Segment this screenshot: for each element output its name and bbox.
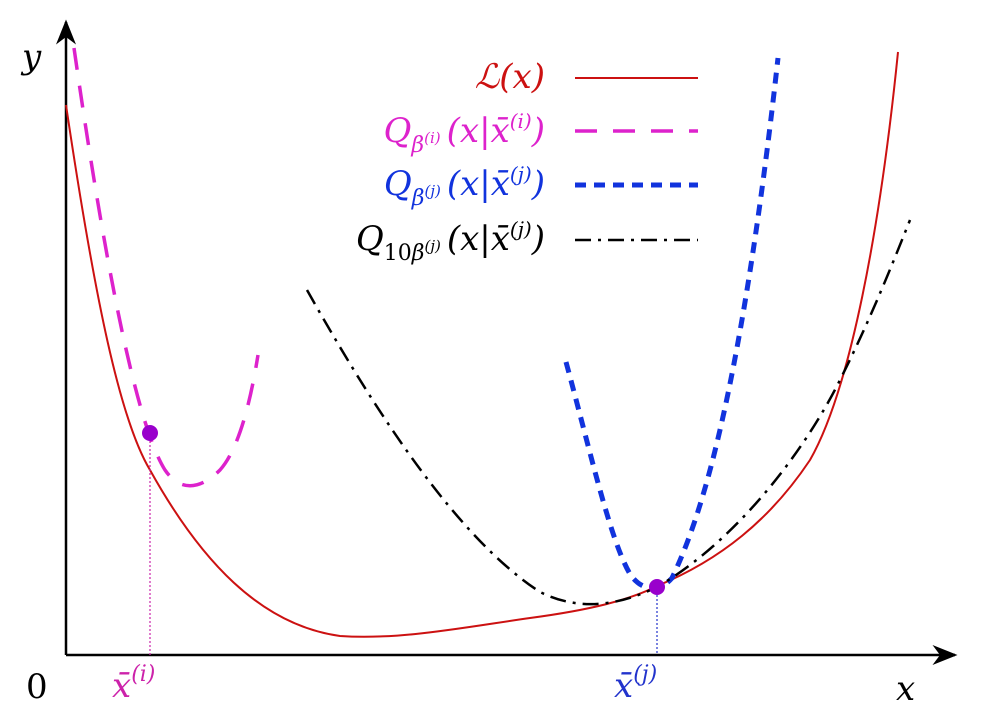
origin-label: 0 [26, 667, 48, 707]
x-axis-label: x [896, 669, 915, 708]
legend-label-loss: ℒ(x) [475, 57, 545, 97]
legend-label-q-beta-i: Qβ(i) (x|x̄(i)) [384, 109, 545, 158]
xj-point [649, 579, 665, 595]
xi-marker-label: x̄(i) [112, 662, 155, 706]
xi-point [142, 425, 158, 441]
legend: ℒ(x) Qβ(i) (x|x̄(i)) Qβ(j) (x|x̄(j)) Q10β(… [356, 57, 698, 266]
legend-label-q-10beta-j: Q10β(j) (x|x̄(j)) [356, 217, 545, 266]
xj-marker-label: x̄(j) [614, 662, 657, 706]
q-10beta-j-curve [305, 219, 912, 606]
y-axis-label: y [20, 37, 42, 77]
legend-label-q-beta-j: Qβ(j) (x|x̄(j)) [384, 162, 545, 211]
q-beta-i-curve [72, 47, 260, 488]
q-beta-j-curve [563, 57, 781, 591]
loss-curve [65, 51, 899, 638]
